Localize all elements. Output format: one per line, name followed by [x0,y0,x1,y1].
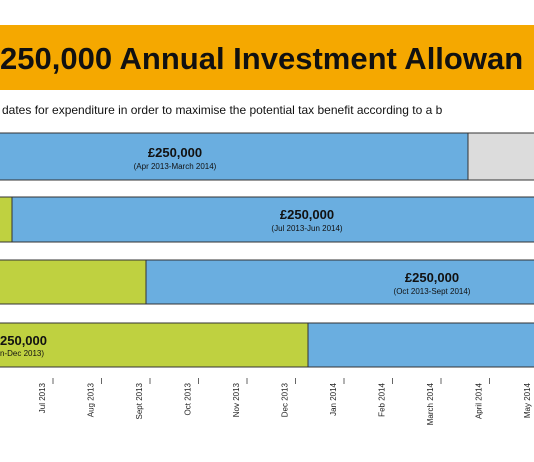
row-amount: £250,000 [280,207,334,222]
bar-blue [0,132,469,181]
axis-label: March 2014 [426,382,435,425]
title-band [0,25,534,90]
bar-green [0,259,147,305]
bar-blue [145,259,534,305]
row-period: n-Dec 2013) [0,349,44,358]
axis-label: April 2014 [475,382,484,419]
row-period: (Oct 2013-Sept 2014) [394,287,471,296]
row-amount: £250,000 [148,145,202,160]
row-amount: 250,000 [0,333,47,348]
time-axis: Jul 2013 Aug 2013 Sept 2013 Oct 2013 Nov 201… [38,378,532,425]
axis-label: Oct 2013 [184,382,193,415]
axis-label: Feb 2014 [378,382,387,416]
axis-label: Aug 2013 [87,382,96,417]
axis-label: Nov 2013 [232,382,241,417]
bar-grey [467,132,534,181]
axis-label: Sept 2013 [135,382,144,419]
bar-blue [307,322,534,368]
axis-label: Jul 2013 [38,382,47,413]
bar-green [0,196,13,243]
row-period: (Apr 2013-March 2014) [134,162,217,171]
bar-green [0,322,309,368]
axis-label: Dec 2013 [281,382,290,417]
axis-label: May 2014 [523,382,532,418]
axis-label: Jan 2014 [329,382,338,415]
bar-blue [11,196,534,243]
title: 250,000 Annual Investment Allowan [0,41,523,76]
row-amount: £250,000 [405,270,459,285]
row-period: (Jul 2013-Jun 2014) [271,224,342,233]
subtitle: dates for expenditure in order to maximi… [2,103,443,117]
